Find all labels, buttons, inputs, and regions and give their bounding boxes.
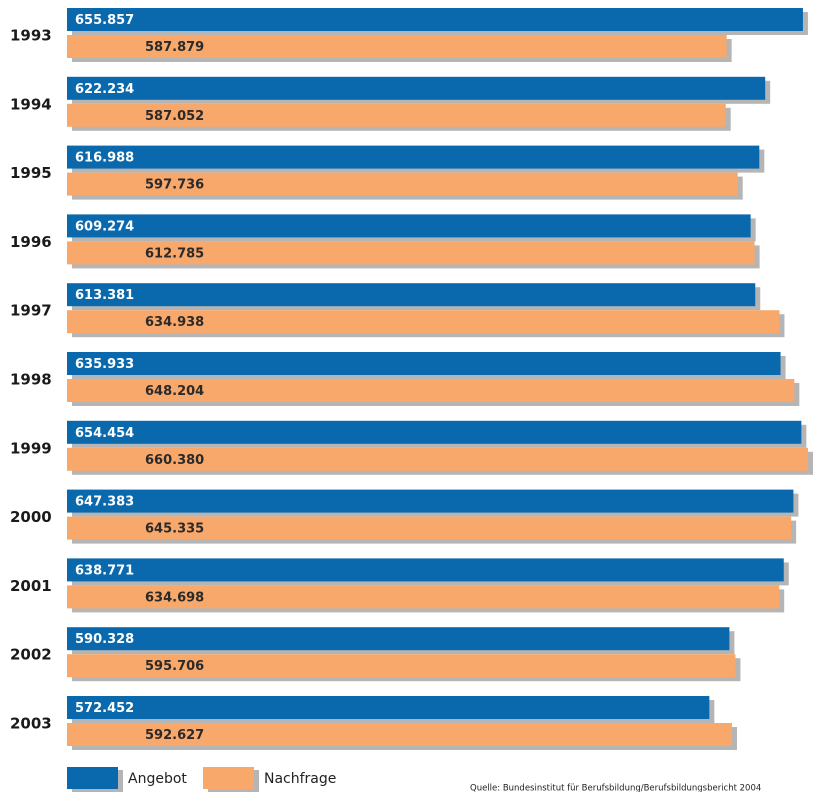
bar — [67, 585, 780, 609]
year-label: 1998 — [10, 371, 52, 389]
value-label: 647.383 — [75, 495, 134, 510]
legend-swatch — [203, 767, 254, 789]
value-label: 612.785 — [145, 246, 204, 261]
value-label: 622.234 — [75, 82, 134, 97]
bar — [67, 516, 792, 540]
bar — [67, 145, 760, 169]
bar — [67, 103, 726, 127]
year-label: 1995 — [10, 164, 52, 182]
year-label: 1999 — [10, 439, 52, 457]
value-label: 572.452 — [75, 701, 134, 716]
bar — [67, 489, 794, 513]
year-label: 1994 — [10, 95, 52, 113]
bar — [67, 558, 784, 582]
value-label: 592.627 — [145, 728, 204, 743]
value-label: 597.736 — [145, 178, 204, 193]
bar — [67, 310, 780, 334]
value-label: 613.381 — [75, 288, 134, 303]
value-label: 648.204 — [145, 384, 204, 399]
value-label: 634.698 — [145, 590, 204, 605]
year-label: 2001 — [10, 577, 52, 595]
value-label: 616.988 — [75, 151, 134, 166]
value-label: 655.857 — [75, 13, 134, 28]
legend-label: Angebot — [128, 771, 187, 787]
value-label: 609.274 — [75, 219, 134, 234]
value-label: 660.380 — [145, 453, 204, 468]
value-label: 645.335 — [145, 522, 204, 537]
bar — [67, 76, 766, 100]
bar — [67, 283, 756, 307]
legend-swatch — [67, 767, 118, 789]
value-label: 595.706 — [145, 659, 204, 674]
bar — [67, 172, 738, 196]
value-label: 634.938 — [145, 315, 204, 330]
legend-label: Nachfrage — [264, 771, 336, 787]
bar — [67, 214, 751, 238]
bar — [67, 379, 795, 402]
year-label: 1996 — [10, 233, 52, 251]
bar — [67, 241, 755, 265]
bar — [67, 8, 803, 31]
value-label: 635.933 — [75, 357, 134, 372]
year-label: 2000 — [10, 508, 52, 526]
bar — [67, 696, 710, 719]
bar — [67, 723, 732, 746]
value-label: 654.454 — [75, 426, 134, 441]
value-label: 638.771 — [75, 563, 134, 578]
year-label: 1993 — [10, 27, 52, 45]
value-label: 587.879 — [145, 40, 204, 55]
bar — [67, 35, 727, 58]
value-label: 590.328 — [75, 632, 134, 647]
year-label: 1997 — [10, 302, 52, 320]
bar — [67, 447, 808, 471]
source-note: Quelle: Bundesinstitut für Berufsbildung… — [470, 784, 761, 792]
year-label: 2002 — [10, 646, 52, 664]
bar — [67, 627, 730, 651]
value-label: 587.052 — [145, 109, 204, 124]
bar — [67, 654, 736, 678]
bar — [67, 352, 781, 375]
bar — [67, 420, 802, 444]
year-label: 2003 — [10, 715, 52, 733]
